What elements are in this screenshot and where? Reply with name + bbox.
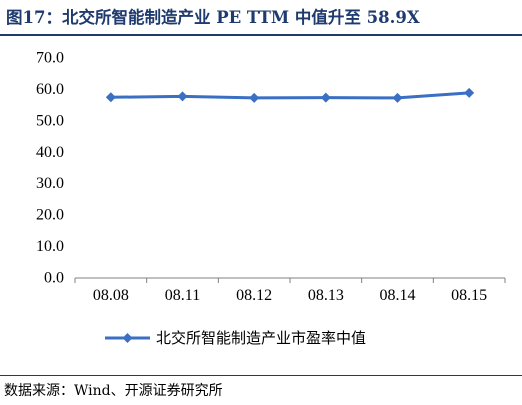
y-tick-label: 50.0 (36, 112, 64, 129)
line-chart: 0.010.020.030.040.050.060.070.0 08.08 08.… (36, 50, 506, 347)
y-tick-label: 0.0 (44, 270, 64, 287)
data-point (249, 92, 260, 103)
x-tick-label: 08.13 (308, 287, 344, 304)
y-tick-label: 40.0 (36, 144, 64, 161)
y-axis-ticks: 0.0 10.0 20.0 30.0 40.0 50.0 60.0 70.0 (36, 50, 64, 287)
data-point (392, 92, 403, 103)
legend-marker-sample (122, 333, 133, 343)
x-tick-label: 08.14 (380, 287, 416, 304)
source-note: 数据来源：Wind、开源证券研究所 (4, 383, 223, 399)
data-point (105, 92, 116, 103)
x-tick-label: 08.15 (451, 287, 487, 304)
y-tick-label: 10.0 (36, 238, 64, 255)
x-tick-label: 08.11 (165, 287, 200, 304)
y-tick-label: 30.0 (36, 175, 64, 192)
series-line (109, 91, 471, 100)
y-tick-label: 70.0 (36, 50, 64, 67)
title-divider (0, 34, 522, 36)
y-tick-label: 20.0 (36, 207, 64, 224)
x-tick-label: 08.08 (93, 287, 129, 304)
data-point (464, 87, 475, 98)
legend: 北交所智能制造产业市盈率中值 (105, 329, 366, 347)
x-axis-ticks: 08.08 08.11 08.12 08.13 08.14 08.15 (74, 278, 506, 304)
figure-title: 图17：北交所智能制造产业 PE TTM 中值升至 58.9X (6, 8, 420, 27)
y-tick-label: 60.0 (36, 81, 64, 98)
data-point (177, 91, 188, 102)
series-markers (105, 87, 475, 103)
footer-divider (0, 375, 522, 376)
legend-label: 北交所智能制造产业市盈率中值 (156, 329, 366, 347)
x-tick-label: 08.12 (236, 287, 272, 304)
data-point (320, 92, 331, 103)
